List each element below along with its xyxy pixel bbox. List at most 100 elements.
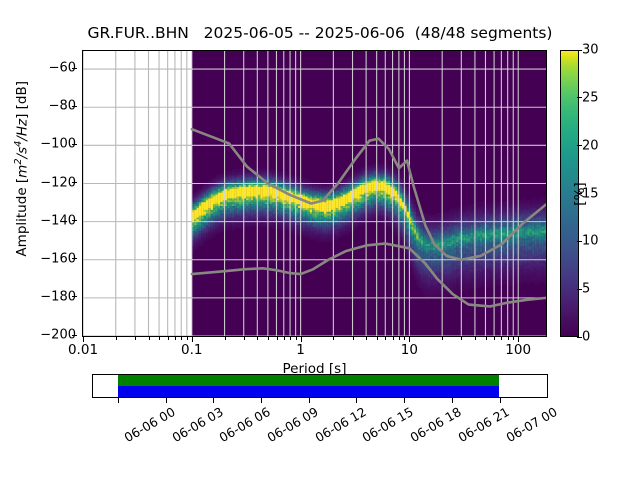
x-tick-mark: [376, 337, 378, 340]
colorbar-tick-mark: [577, 145, 582, 147]
x-tick-label: 1: [296, 342, 305, 358]
x-tick-mark: [276, 337, 278, 340]
colorbar-tick-label: 30: [582, 42, 599, 58]
x-tick-mark: [392, 337, 394, 340]
timeline-tick-mark: [165, 398, 167, 403]
y-tick-label: −120: [40, 175, 76, 190]
colorbar-tick-label: 10: [582, 233, 599, 249]
x-tick-label: 0.01: [67, 342, 99, 358]
x-tick-mark: [134, 337, 136, 340]
x-tick-mark: [167, 337, 169, 340]
colorbar-tick-mark: [577, 336, 582, 338]
colorbar-tick-mark: [577, 288, 582, 290]
x-tick-mark: [115, 337, 117, 340]
timeline-tick-mark: [499, 398, 501, 403]
y-tick-mark: [72, 334, 77, 336]
y-tick-label: −100: [40, 136, 76, 152]
timeline-tickmarks: [92, 398, 548, 404]
colorbar-title: [%]: [572, 182, 588, 206]
y-tick-label: −160: [40, 251, 76, 267]
x-tick-mark: [175, 337, 177, 340]
y-tick-mark: [72, 105, 77, 107]
colorbar-tick-mark: [577, 240, 582, 242]
timeline-tick-label: 06-07 00: [503, 404, 560, 446]
y-tick-label: −60: [48, 60, 76, 76]
x-tick-mark: [485, 337, 487, 340]
x-axis-title: Period [s]: [282, 361, 347, 377]
x-tick-label: 0.1: [181, 342, 203, 358]
timeline-tick-mark: [213, 398, 215, 403]
x-tick-mark: [501, 337, 503, 340]
x-tick-mark: [352, 337, 354, 340]
y-tick-label: −200: [40, 327, 76, 343]
timeline-tick-mark: [356, 398, 358, 403]
timeline-tick-label: 06-06 09: [264, 404, 321, 446]
x-tick-label: 10: [400, 342, 418, 358]
x-tick-mark: [513, 337, 515, 340]
x-tick-mark: [333, 337, 335, 340]
colorbar-tick-label: 5: [582, 281, 591, 297]
colorbar-tick-mark: [577, 49, 582, 51]
timeline-tick-label: 06-06 18: [407, 404, 464, 446]
x-tick-mark: [186, 337, 188, 340]
x-tick-mark: [474, 337, 476, 340]
x-tick-mark: [494, 337, 496, 340]
ppsd-heatmap: [83, 51, 546, 336]
timeline-ticklabels: 06-06 00 06-06 03 06-06 06 06-06 09 06-06 12…: [0, 404, 640, 474]
y-tick-mark: [72, 220, 77, 222]
timeline-tick-mark: [451, 398, 453, 403]
x-tick-mark: [290, 337, 292, 340]
x-tick-mark: [295, 337, 297, 340]
page-title: GR.FUR..BHN 2025-06-05 -- 2025-06-06 (48…: [87, 24, 553, 42]
x-tick-mark: [191, 337, 193, 342]
timeline-tick-label: 06-06 00: [121, 404, 178, 446]
y-tick-label: −80: [48, 98, 76, 114]
timeline-tick-label: 06-06 06: [216, 404, 273, 446]
x-tick-mark: [300, 337, 302, 342]
x-tick-mark: [409, 337, 411, 342]
timeline-tick-mark: [308, 398, 310, 403]
x-tick-mark: [366, 337, 368, 340]
y-tick-mark: [72, 258, 77, 260]
x-tick-mark: [461, 337, 463, 340]
x-tick-label: 100: [505, 342, 532, 358]
y-axis-ticklabels: −60 −80 −100 −120 −140 −160 −180 −200: [22, 50, 77, 343]
y-tick-mark: [72, 67, 77, 69]
x-axis-ticklabels: 0.01 0.1 1 10 100: [0, 342, 640, 362]
x-tick-mark: [181, 337, 183, 340]
y-tick-label: −140: [40, 213, 76, 229]
colorbar-tick-label: 0: [582, 329, 591, 345]
colorbar-tick-label: 20: [582, 138, 599, 154]
x-tick-mark: [148, 337, 150, 340]
colorbar-tick-mark: [577, 193, 582, 195]
x-tick-mark: [267, 337, 269, 340]
x-tick-mark: [283, 337, 285, 340]
timeline-tick-mark: [117, 398, 119, 403]
y-tick-mark: [72, 143, 77, 145]
x-tick-mark: [159, 337, 161, 340]
timeline-tick-mark: [404, 398, 405, 403]
x-tick-mark: [442, 337, 444, 340]
timeline-tick-label: 06-06 21: [455, 404, 512, 446]
timeline-coverage-axes: [92, 374, 548, 398]
x-tick-mark: [507, 337, 509, 340]
x-tick-mark: [385, 337, 387, 340]
x-tick-mark: [257, 337, 259, 340]
timeline-tick-mark: [260, 398, 262, 403]
x-tick-mark: [518, 337, 520, 342]
x-tick-mark: [224, 337, 226, 340]
colorbar-tick-mark: [577, 97, 582, 99]
timeline-tick-label: 06-06 15: [359, 404, 416, 446]
x-tick-mark: [398, 337, 400, 340]
x-tick-mark: [83, 337, 85, 342]
timeline-bar-data-coverage-blue: [117, 386, 500, 397]
x-tick-mark: [243, 337, 245, 340]
y-tick-label: −180: [40, 289, 76, 305]
timeline-tick-label: 06-06 12: [312, 404, 369, 446]
y-tick-mark: [72, 182, 77, 184]
colorbar-tick-label: 25: [582, 90, 599, 106]
timeline-tick-label: 06-06 03: [169, 404, 226, 446]
y-tick-mark: [72, 296, 77, 298]
colorbar-tick-label: 15: [582, 186, 599, 201]
ppsd-plot-axes: [82, 50, 547, 337]
